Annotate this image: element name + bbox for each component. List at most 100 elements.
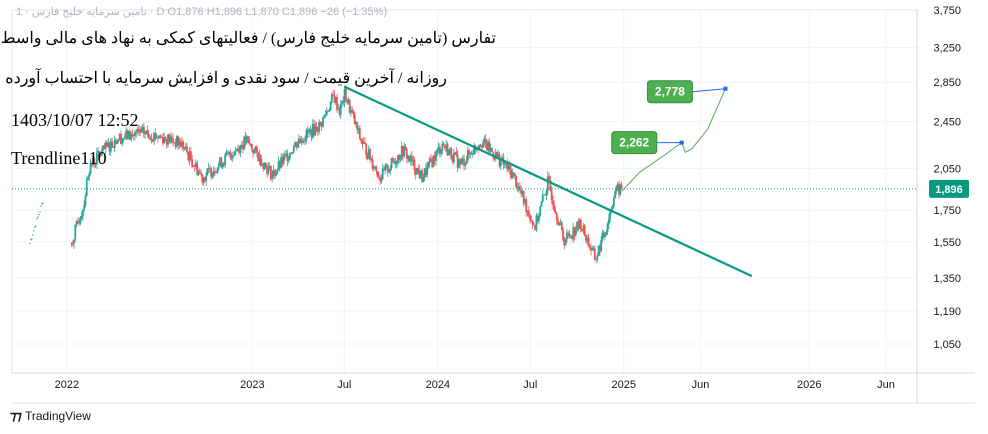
candle-body bbox=[123, 137, 126, 139]
candle-body bbox=[595, 259, 598, 260]
candle-body bbox=[607, 219, 610, 225]
candle-body bbox=[116, 141, 119, 145]
candle-body bbox=[122, 138, 125, 139]
candle-body bbox=[403, 146, 406, 156]
candle-body bbox=[483, 138, 486, 143]
candle-body bbox=[517, 186, 520, 189]
candle-body bbox=[93, 158, 96, 164]
candle-body bbox=[337, 108, 340, 110]
candle-body bbox=[267, 166, 270, 174]
candle-body bbox=[228, 151, 230, 154]
candle-body bbox=[182, 141, 185, 149]
candle-body bbox=[605, 232, 608, 235]
trendline-layer[interactable] bbox=[343, 85, 753, 278]
candle-body bbox=[355, 122, 357, 124]
candle-body bbox=[258, 154, 261, 162]
candle-body bbox=[395, 163, 398, 165]
candle-body bbox=[478, 144, 481, 149]
candle-body bbox=[604, 234, 606, 238]
candle-body bbox=[400, 145, 403, 159]
candle-body bbox=[419, 170, 422, 178]
candle-body bbox=[548, 176, 551, 180]
candle-body bbox=[81, 209, 84, 217]
candlestick-series bbox=[70, 85, 623, 264]
candle-body bbox=[582, 225, 585, 231]
candle-body bbox=[188, 151, 191, 161]
candle-body bbox=[231, 155, 234, 159]
candle-body bbox=[573, 227, 576, 236]
candle-body bbox=[513, 173, 516, 177]
candle-body bbox=[511, 172, 514, 179]
candle-body bbox=[353, 114, 356, 124]
candle-body bbox=[266, 166, 268, 174]
candle-body bbox=[600, 239, 603, 252]
candle-body bbox=[106, 142, 108, 147]
candle-body bbox=[225, 152, 228, 155]
candle-body bbox=[479, 144, 482, 146]
candle-body bbox=[586, 237, 589, 241]
candle-body bbox=[427, 162, 430, 167]
tradingview-logo-icon: ⁊⁊ bbox=[10, 408, 22, 423]
candle-body bbox=[583, 225, 586, 235]
candle-body bbox=[375, 166, 378, 172]
candle-body bbox=[177, 136, 180, 146]
history-dot bbox=[42, 202, 44, 205]
candle-body bbox=[308, 130, 310, 133]
candle-body bbox=[280, 157, 282, 168]
candle-body bbox=[597, 245, 600, 256]
candle-body bbox=[73, 239, 75, 244]
candle-body bbox=[83, 205, 86, 210]
candle-body bbox=[306, 129, 309, 133]
tradingview-footer[interactable]: ⁊⁊ TradingView bbox=[10, 408, 91, 424]
candle-body bbox=[538, 215, 540, 222]
candle-body bbox=[522, 191, 525, 204]
candle-body bbox=[498, 154, 501, 167]
candle-body bbox=[254, 146, 257, 150]
candle-body bbox=[588, 246, 591, 248]
candle-body bbox=[507, 164, 510, 170]
projection-layer[interactable]: 2,262 2,778 bbox=[611, 80, 728, 192]
price-tick-label: 2,050 bbox=[933, 163, 961, 175]
candle-body bbox=[484, 138, 487, 143]
candle-body bbox=[250, 144, 253, 150]
candle-body bbox=[89, 164, 92, 174]
target-label-box bbox=[646, 80, 693, 104]
candle-body bbox=[244, 136, 247, 143]
candle-body bbox=[283, 154, 286, 157]
candle-body bbox=[458, 159, 460, 168]
history-dot bbox=[30, 239, 32, 241]
candle-body bbox=[125, 130, 127, 138]
candle-body bbox=[450, 148, 453, 159]
candle-body bbox=[324, 114, 327, 116]
candle-body bbox=[576, 221, 578, 231]
candle-body bbox=[488, 141, 491, 152]
candle-body bbox=[468, 150, 470, 154]
candle-body bbox=[181, 141, 183, 147]
time-tick-label: Jun bbox=[877, 379, 895, 391]
candle-body bbox=[300, 140, 303, 143]
time-tick-label: 2026 bbox=[797, 379, 821, 391]
candle-body bbox=[272, 170, 275, 175]
candle-body bbox=[159, 135, 162, 138]
candle-body bbox=[599, 245, 601, 252]
candle-body bbox=[491, 147, 493, 152]
candle-body bbox=[404, 146, 407, 150]
candle-body bbox=[282, 156, 285, 164]
candle-body bbox=[346, 101, 349, 103]
dotted-history-series bbox=[29, 202, 44, 245]
price-tick-label: 3,250 bbox=[933, 43, 961, 55]
candle-body bbox=[430, 158, 432, 162]
candle-body bbox=[568, 233, 571, 237]
candle-body bbox=[449, 148, 451, 150]
candle-body bbox=[238, 148, 241, 153]
candle-body bbox=[305, 129, 308, 140]
candle-body bbox=[554, 210, 557, 214]
candle-body bbox=[175, 136, 178, 147]
candle-body bbox=[230, 155, 233, 159]
candle-body bbox=[567, 232, 570, 234]
candle-body bbox=[313, 124, 315, 136]
candle-body bbox=[242, 145, 244, 149]
plot-frame bbox=[11, 9, 918, 374]
candle-body bbox=[611, 206, 614, 210]
